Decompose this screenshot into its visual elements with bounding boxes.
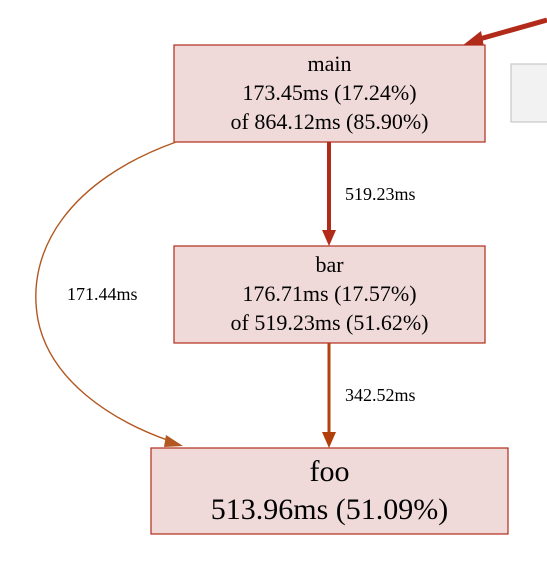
node-bar[interactable]: bar 176.71ms (17.57%) of 519.23ms (51.62… [173,245,486,344]
node-bar-self: 176.71ms (17.57%) [242,281,416,306]
node-bar-name: bar [315,252,344,277]
node-main-name: main [308,51,352,76]
offscreen-node[interactable] [510,63,547,123]
edge-main-to-foo-label: 171.44ms [67,284,138,304]
node-main-cumulative: of 864.12ms (85.90%) [231,109,429,134]
node-main[interactable]: main 173.45ms (17.24%) of 864.12ms (85.9… [173,44,486,143]
edge-main-to-foo[interactable]: 171.44ms [35,141,183,447]
edge-main-to-bar-label: 519.23ms [345,184,416,204]
node-bar-cumulative: of 519.23ms (51.62%) [231,310,429,335]
edge-incoming-to-main[interactable] [462,17,547,47]
node-foo[interactable]: foo 513.96ms (51.09%) [150,447,509,535]
edge-main-to-bar[interactable]: 519.23ms [322,142,416,246]
node-foo-name: foo [310,455,350,488]
node-main-self: 173.45ms (17.24%) [242,80,416,105]
edge-bar-to-foo[interactable]: 342.52ms [322,343,416,448]
node-foo-self: 513.96ms (51.09%) [211,493,448,526]
edge-bar-to-foo-label: 342.52ms [345,385,416,405]
